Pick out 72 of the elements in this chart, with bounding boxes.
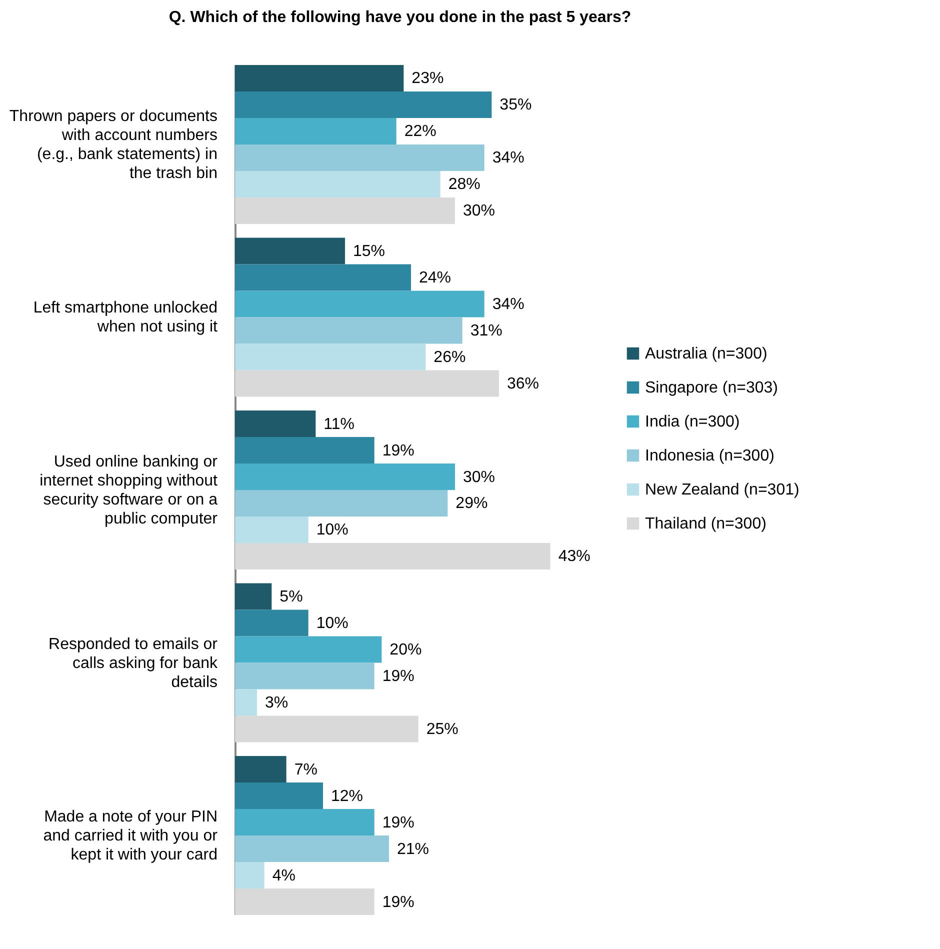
bar [235,662,374,690]
data-label: 7% [294,761,318,778]
legend-label: New Zealand (n=301) [645,482,800,498]
legend-label: Singapore (n=303) [645,380,778,396]
bar [235,610,308,636]
data-label: 43% [558,548,590,566]
data-label: 34% [492,150,524,167]
bar [235,65,404,92]
y-tick-label: Made a note of your PIN and carried it with you or kept it with your card [43,808,218,864]
bar [235,888,374,915]
data-label: 23% [412,70,444,88]
bar [235,197,455,224]
bar [235,264,411,291]
data-label: 36% [507,375,540,392]
bar [235,782,323,810]
bar [235,317,462,344]
legend-label: Indonesia (n=300) [645,448,774,464]
legend-label: Australia (n=300) [645,346,768,362]
bar [235,370,499,397]
data-label: 15% [353,243,386,260]
y-tick-label: Left smartphone unlocked when not using it [33,300,218,336]
data-label: 24% [419,270,452,286]
data-label: 25% [426,720,458,738]
bar [235,118,396,144]
data-label: 22% [404,123,436,140]
data-label: 34% [492,296,524,313]
bar [235,464,455,490]
bar [235,583,272,610]
data-label: 11% [324,416,355,433]
data-label: 20% [390,642,422,659]
data-label: 29% [456,495,488,512]
data-label: 5% [280,588,303,606]
bar [235,716,418,742]
data-label: 10% [316,522,348,539]
bar [235,516,308,543]
y-tick-label: Used online banking or internet shopping without security software or on a public computer [40,454,218,528]
data-label: 19% [382,814,414,832]
data-label: 12% [331,788,364,805]
bar [235,238,345,264]
bar [235,144,484,171]
data-label: 28% [448,176,480,194]
y-tick-label: Thrown papers or documents with account numbers (e.g., bank statements) in the trash bin [9,108,218,182]
data-label: 21% [397,840,430,858]
bar [235,290,484,318]
bar [235,437,374,464]
data-label: 35% [500,96,532,114]
bar [235,542,550,570]
data-label: 19% [382,894,414,911]
data-label: 10% [316,615,348,632]
bar [235,344,426,370]
data-label: 26% [434,348,466,366]
legend-label: India (n=300) [645,414,740,430]
bar [235,490,448,516]
bar [235,410,316,438]
bar [235,756,286,783]
data-label: 19% [382,668,414,686]
bar [235,91,492,118]
data-label: 3% [265,694,288,712]
bar [235,862,264,889]
legend-label: Thailand (n=300) [645,516,766,532]
chart-title: Q. Which of the following have you done in the past 5 years? [168,9,632,26]
data-label: 30% [463,202,496,220]
bar [235,809,374,836]
data-label: 4% [272,867,296,884]
data-label: 30% [463,468,496,486]
bar [235,170,440,198]
bar [235,689,257,716]
bar [235,836,389,862]
data-label: 19% [382,442,414,460]
y-tick-label: Responded to emails or calls asking for bank details [48,636,218,691]
data-label: 31% [470,322,502,340]
bar [235,636,382,663]
